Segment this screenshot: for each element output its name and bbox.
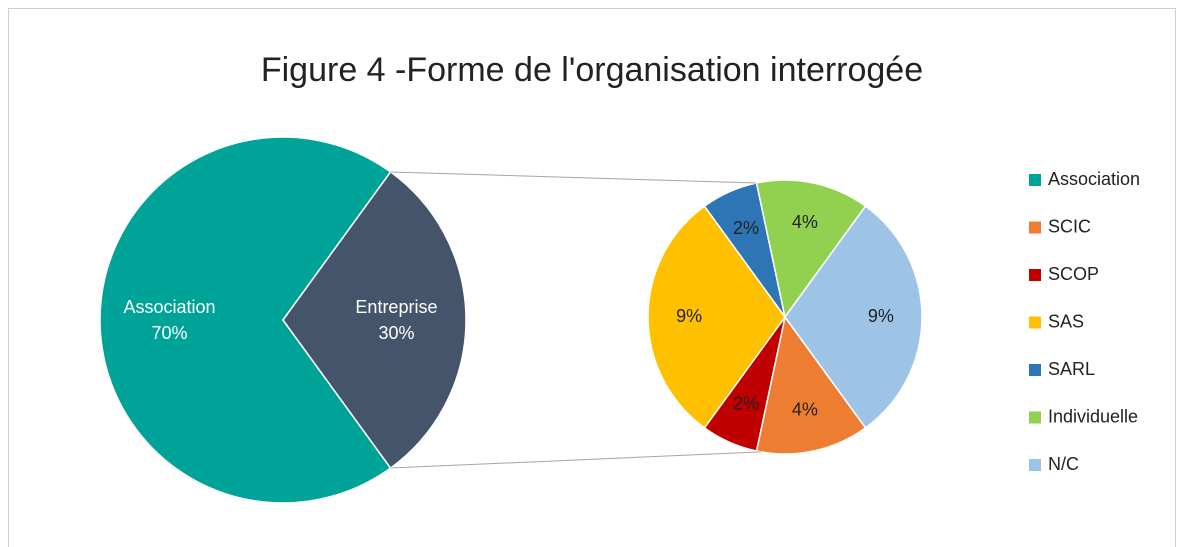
data-label: 4% <box>792 400 818 420</box>
legend-swatch <box>1029 316 1041 329</box>
pie-slice <box>784 205 923 429</box>
data-label: 2% <box>733 393 759 413</box>
connector-line <box>390 171 757 184</box>
data-label: 4% <box>792 212 818 232</box>
legend-label: SARL <box>1048 359 1095 379</box>
data-label: 9% <box>676 306 702 326</box>
legend-label: Association <box>1048 169 1140 189</box>
legend-swatch <box>1029 364 1041 376</box>
pie-slice <box>282 170 467 470</box>
legend-swatch <box>1029 269 1041 281</box>
data-label: Entreprise <box>355 297 437 317</box>
legend-swatch <box>1029 174 1041 186</box>
data-label: 9% <box>868 306 894 326</box>
legend-label: SCOP <box>1048 264 1099 284</box>
data-label: 2% <box>733 218 759 238</box>
legend-label: Individuelle <box>1048 406 1138 426</box>
legend-swatch <box>1029 411 1041 424</box>
pie-slice <box>755 179 867 319</box>
connector-line <box>390 451 762 469</box>
data-label: 30% <box>378 323 414 343</box>
pie-slice <box>99 136 392 504</box>
legend-label: SAS <box>1048 311 1084 331</box>
legend-label: SCIC <box>1048 216 1091 236</box>
pie-slice <box>755 315 867 455</box>
legend-swatch <box>1029 459 1041 471</box>
data-label: 70% <box>152 323 188 343</box>
chart-title: Figure 4 -Forme de l'organisation interr… <box>261 51 923 89</box>
pie-slice <box>647 205 786 429</box>
legend-label: N/C <box>1048 454 1079 474</box>
legend-swatch <box>1029 221 1041 234</box>
data-label: Association <box>124 297 216 317</box>
